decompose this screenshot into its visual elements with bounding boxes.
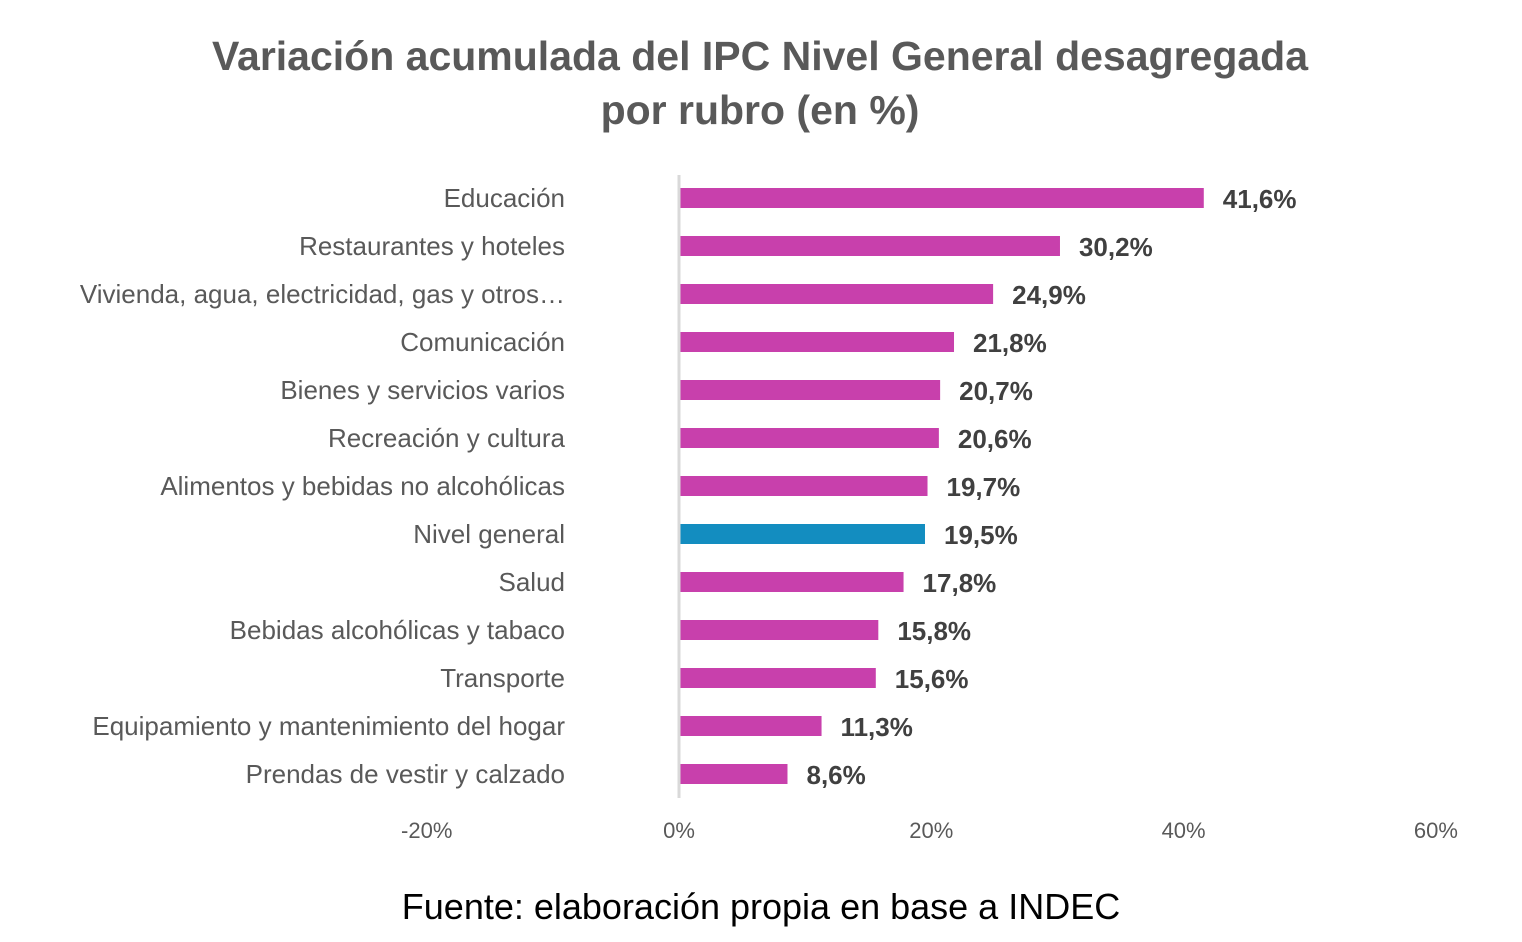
category-label: Nivel general xyxy=(413,519,565,549)
bar xyxy=(680,572,904,592)
data-label: 20,7% xyxy=(959,376,1033,406)
category-label: Alimentos y bebidas no alcohólicas xyxy=(160,471,565,501)
bar xyxy=(680,284,994,304)
x-tick-label: 60% xyxy=(1414,818,1458,843)
bar xyxy=(680,764,788,784)
category-label: Comunicación xyxy=(400,327,565,357)
data-label: 30,2% xyxy=(1079,232,1153,262)
data-label: 17,8% xyxy=(923,568,997,598)
category-label: Transporte xyxy=(440,663,565,693)
bar xyxy=(680,236,1060,256)
data-label: 24,9% xyxy=(1012,280,1086,310)
data-label: 15,8% xyxy=(897,616,971,646)
data-label: 8,6% xyxy=(806,760,865,790)
x-tick-label: -20% xyxy=(401,818,452,843)
category-label: Restaurantes y hoteles xyxy=(299,231,565,261)
bar xyxy=(680,428,939,448)
category-label: Educación xyxy=(444,183,565,213)
category-label: Recreación y cultura xyxy=(328,423,566,453)
chart-title-line-2: por rubro (en %) xyxy=(601,87,920,133)
category-label: Salud xyxy=(499,567,566,597)
bar xyxy=(680,668,876,688)
bar xyxy=(680,716,822,736)
data-label: 20,6% xyxy=(958,424,1032,454)
data-label: 41,6% xyxy=(1223,184,1297,214)
x-tick-label: 20% xyxy=(909,818,953,843)
data-label: 19,7% xyxy=(947,472,1021,502)
bar xyxy=(680,332,955,352)
data-label: 15,6% xyxy=(895,664,969,694)
x-tick-label: 40% xyxy=(1162,818,1206,843)
category-label: Equipamiento y mantenimiento del hogar xyxy=(92,711,565,741)
data-label: 11,3% xyxy=(841,712,913,742)
category-label: Bebidas alcohólicas y tabaco xyxy=(230,615,565,645)
bar xyxy=(680,188,1204,208)
category-label: Vivienda, agua, electricidad, gas y otro… xyxy=(80,279,565,309)
x-tick-label: 0% xyxy=(663,818,695,843)
category-label: Bienes y servicios varios xyxy=(280,375,565,405)
bar xyxy=(680,476,928,496)
x-axis-ticks: -20% 0% 20% 40% 60% xyxy=(401,818,1458,843)
data-label: 21,8% xyxy=(973,328,1047,358)
source-note: Fuente: elaboración propia en base a IND… xyxy=(402,886,1120,927)
bars-group: Educación 41,6% Restaurantes y hoteles 30,2… xyxy=(80,183,1297,790)
category-label: Prendas de vestir y calzado xyxy=(246,759,565,789)
bar xyxy=(680,524,925,544)
chart-title-line-1: Variación acumulada del IPC Nivel Genera… xyxy=(212,33,1309,79)
bar xyxy=(680,380,941,400)
bar xyxy=(680,620,879,640)
data-label: 19,5% xyxy=(944,520,1018,550)
